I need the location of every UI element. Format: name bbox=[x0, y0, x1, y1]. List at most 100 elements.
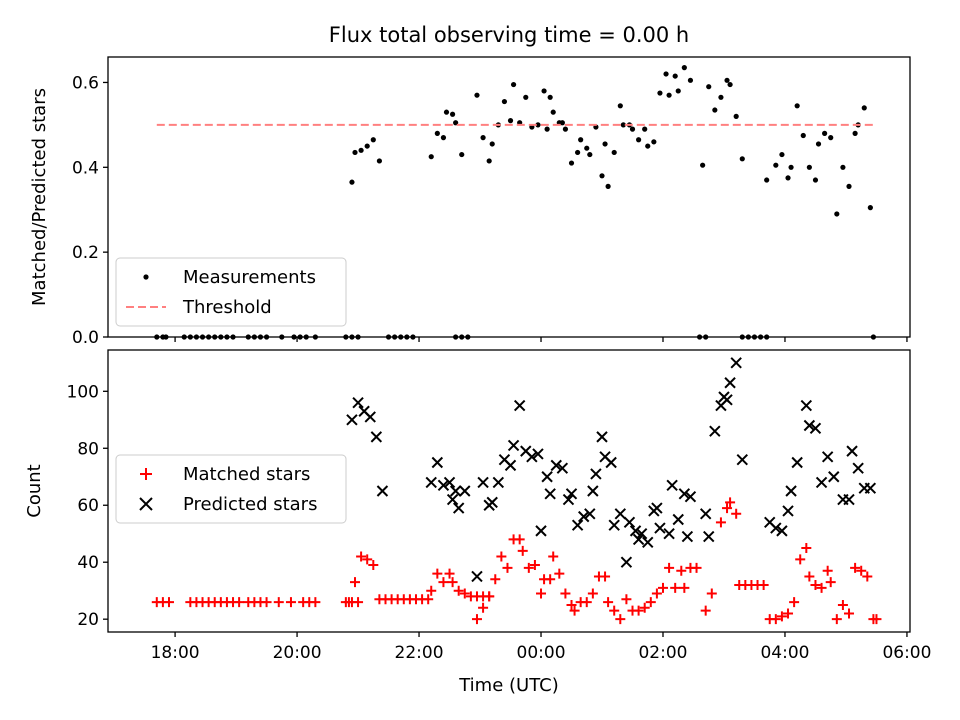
matched-star-point bbox=[825, 577, 836, 588]
matched-star-point bbox=[569, 605, 580, 616]
matched-star-point bbox=[789, 597, 800, 608]
measurement-point bbox=[867, 205, 873, 211]
legend-predicted-swatch bbox=[139, 497, 153, 511]
predicted-star-point bbox=[431, 456, 444, 469]
predicted-star-point bbox=[800, 399, 813, 412]
y-axis-label: Matched/Predicted stars bbox=[29, 88, 50, 306]
matched-star-point bbox=[423, 594, 434, 605]
axes-frame bbox=[107, 349, 911, 633]
measurement-point bbox=[739, 156, 745, 162]
predicted-star-point bbox=[535, 525, 547, 537]
matched-star-point bbox=[432, 568, 443, 579]
predicted-star-point bbox=[782, 505, 794, 517]
predicted-star-point bbox=[584, 508, 596, 520]
measurement-point bbox=[828, 135, 834, 141]
matched-star-point bbox=[490, 574, 501, 585]
predicted-star-point bbox=[843, 493, 855, 506]
measurement-point bbox=[687, 77, 694, 83]
measurement-point bbox=[651, 139, 657, 145]
predicted-star-point bbox=[492, 476, 505, 489]
predicted-star-point bbox=[642, 536, 654, 548]
measurement-point bbox=[364, 143, 370, 149]
matched-star-point bbox=[603, 597, 614, 608]
predicted-star-point bbox=[486, 496, 498, 509]
matched-star-point bbox=[484, 591, 495, 602]
predicted-star-point bbox=[608, 519, 620, 531]
measurement-point bbox=[727, 81, 733, 88]
predicted-star-point bbox=[770, 522, 782, 534]
predicted-star-point bbox=[681, 530, 694, 543]
predicted-star-point bbox=[565, 488, 578, 500]
matched-star-point bbox=[447, 577, 458, 588]
measurement-point bbox=[562, 126, 569, 132]
matched-star-point bbox=[471, 614, 482, 625]
matched-star-point bbox=[676, 565, 687, 576]
measurement-point bbox=[376, 158, 382, 164]
predicted-star-point bbox=[437, 479, 450, 492]
matched-star-point bbox=[554, 568, 565, 579]
measurement-point bbox=[587, 151, 593, 158]
y-tick-label: 100 bbox=[67, 382, 99, 402]
predicted-star-point bbox=[852, 462, 864, 474]
x-tick-label: 04:00 bbox=[760, 643, 809, 663]
series-matched-stars bbox=[151, 497, 882, 625]
predicted-star-point bbox=[791, 456, 803, 469]
matched-star-point bbox=[587, 588, 598, 599]
measurement-point bbox=[617, 103, 623, 109]
y-tick-label: 0.0 bbox=[72, 328, 99, 348]
matched-star-point bbox=[362, 554, 373, 565]
measurement-point bbox=[599, 173, 605, 179]
matched-star-point bbox=[871, 614, 882, 625]
matched-star-point bbox=[285, 597, 296, 608]
measurement-point bbox=[370, 137, 376, 143]
predicted-star-point bbox=[663, 528, 675, 540]
predicted-star-point bbox=[571, 519, 584, 531]
measurement-point bbox=[852, 130, 858, 136]
predicted-star-point bbox=[550, 459, 562, 472]
measurement-point bbox=[568, 160, 575, 166]
matched-star-point bbox=[368, 560, 379, 571]
axes-frame bbox=[107, 56, 911, 338]
matched-star-point bbox=[679, 582, 690, 593]
x-tick-label: 02:00 bbox=[638, 643, 687, 663]
measurement-point bbox=[815, 141, 822, 147]
y-tick-label: 0.2 bbox=[72, 243, 99, 263]
matched-star-point bbox=[731, 508, 742, 519]
measurement-point bbox=[672, 73, 678, 79]
measurement-point bbox=[733, 113, 739, 119]
predicted-star-point bbox=[666, 479, 678, 492]
predicted-star-point bbox=[526, 451, 538, 463]
measurement-point bbox=[510, 81, 517, 88]
predicted-star-point bbox=[651, 502, 663, 514]
measurement-point bbox=[629, 126, 636, 132]
matched-star-point bbox=[350, 577, 361, 588]
y-axis-label: Count bbox=[24, 464, 45, 517]
matched-star-point bbox=[545, 574, 556, 585]
predicted-star-point bbox=[672, 513, 684, 526]
predicted-star-point bbox=[815, 476, 828, 489]
bottom-panel: 18:00 20:00 22:00 00:00 02:00 04:00 06:00 20 40 6… bbox=[24, 349, 931, 663]
predicted-star-point bbox=[620, 556, 633, 568]
matched-star-point bbox=[691, 562, 702, 573]
legend-box bbox=[115, 454, 347, 524]
matched-star-point bbox=[234, 597, 245, 608]
matched-star-point bbox=[810, 580, 821, 590]
predicted-star-point bbox=[449, 485, 462, 497]
predicted-star-point bbox=[809, 422, 822, 435]
predicted-star-point bbox=[471, 570, 483, 583]
matched-star-point bbox=[816, 582, 827, 593]
matched-star-point bbox=[651, 588, 662, 599]
predicted-star-point bbox=[846, 445, 858, 457]
matched-star-point bbox=[822, 565, 833, 576]
measurement-point bbox=[611, 149, 617, 156]
predicted-star-point bbox=[654, 522, 666, 534]
predicted-star-point bbox=[678, 488, 691, 500]
matched-star-point bbox=[566, 599, 577, 610]
measurement-point bbox=[657, 90, 663, 96]
measurement-point bbox=[523, 94, 529, 100]
x-axis-label: Time (UTC) bbox=[458, 675, 559, 696]
matched-star-point bbox=[496, 551, 507, 562]
matched-star-point bbox=[438, 577, 449, 588]
measurement-point bbox=[440, 135, 447, 141]
